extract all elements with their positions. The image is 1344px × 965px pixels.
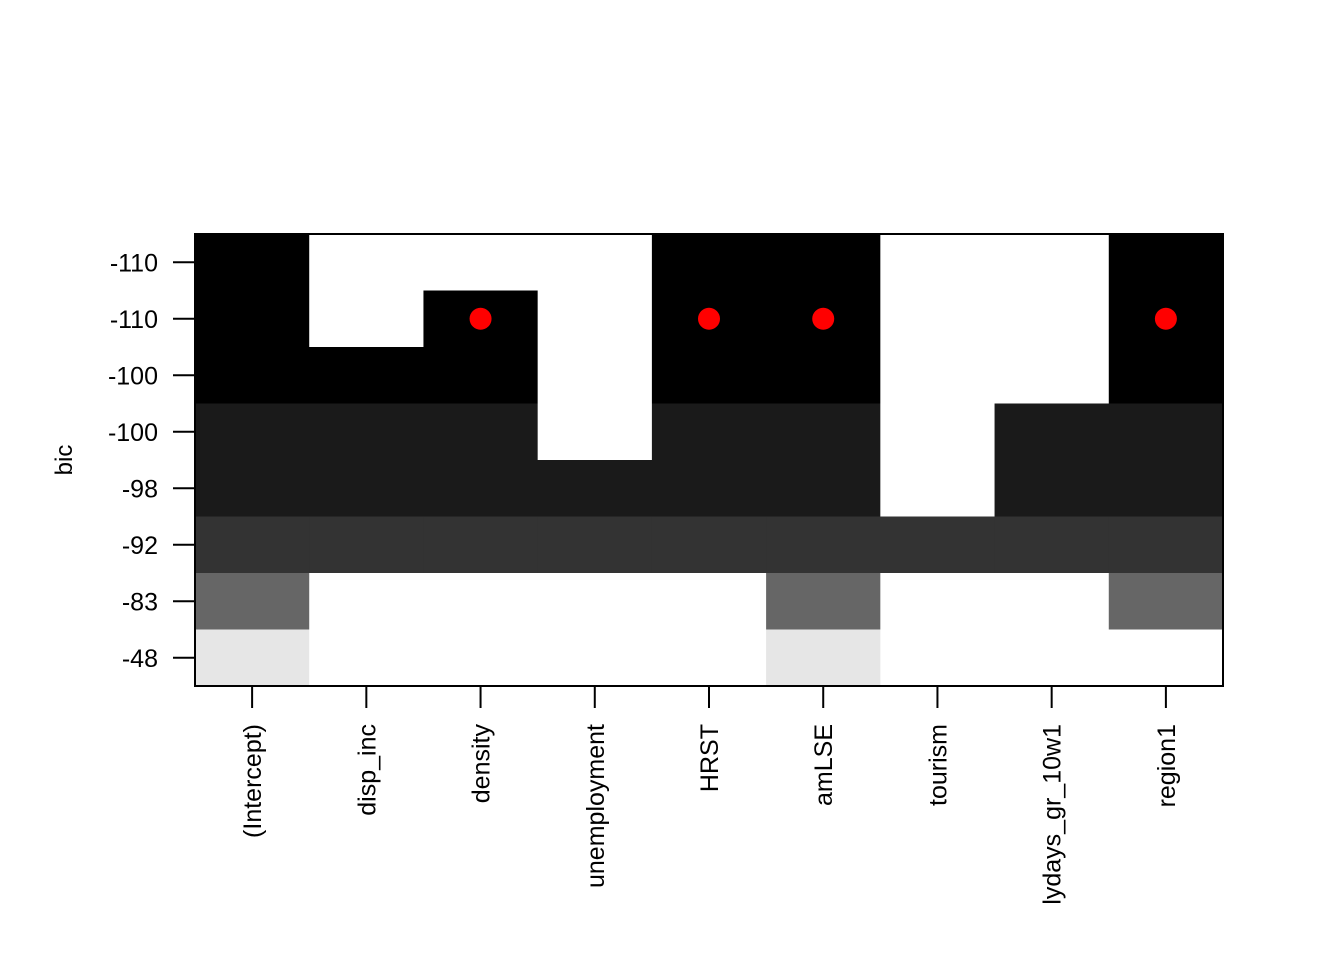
heatmap-cell-r1-c6	[880, 290, 996, 348]
heatmap-cell-r5-c4	[651, 516, 767, 574]
heatmap-cell-r1-c3	[537, 290, 653, 348]
heatmap-cell-r3-c2	[423, 403, 539, 461]
heatmap-cell-r6-c6	[880, 573, 996, 631]
heatmap-cell-r3-c0	[195, 403, 310, 461]
y-tick-label: -110	[110, 249, 158, 277]
heatmap-cell-r2-c3	[537, 347, 653, 405]
heatmap-cell-r4-c8	[1108, 460, 1224, 518]
heatmap-cell-r4-c6	[880, 460, 996, 518]
heatmap-cell-r2-c4	[651, 347, 767, 405]
x-tick-label: region1	[1153, 724, 1181, 807]
heatmap-cell-r3-c6	[880, 403, 996, 461]
x-tick-label: (Intercept)	[239, 724, 267, 838]
heatmap-cell-r7-c1	[309, 629, 425, 687]
heatmap-cell-r6-c4	[651, 573, 767, 631]
heatmap-cell-r1-c1	[309, 290, 425, 348]
heatmap-cells	[195, 234, 1224, 687]
heatmap-cell-r7-c5	[766, 629, 881, 687]
x-tick-label: unemployment	[582, 724, 610, 888]
heatmap-cell-r6-c8	[1108, 573, 1224, 631]
best-model-marker-amLSE	[812, 307, 835, 330]
heatmap-cell-r5-c6	[880, 516, 996, 574]
heatmap-cell-r2-c0	[195, 347, 310, 405]
heatmap-cell-r7-c4	[651, 629, 767, 687]
y-tick-label: -110	[110, 306, 158, 334]
heatmap-cell-r3-c8	[1108, 403, 1224, 461]
x-tick-label: density	[468, 724, 496, 804]
x-tick-label: lydays_gr_10w1	[1039, 724, 1067, 905]
heatmap-cell-r5-c7	[994, 516, 1110, 574]
y-axis: -110 -110 -100 -100 -98 -92 -83 -48	[108, 249, 195, 673]
heatmap-cell-r4-c1	[309, 460, 425, 518]
heatmap-cell-r4-c5	[766, 460, 881, 518]
x-axis: (Intercept) disp_inc density unemployment HR…	[239, 686, 1181, 905]
heatmap-cell-r6-c1	[309, 573, 425, 631]
heatmap-cell-r2-c7	[994, 347, 1110, 405]
heatmap-cell-r6-c5	[766, 573, 881, 631]
heatmap-cell-r6-c7	[994, 573, 1110, 631]
heatmap-cell-r4-c3	[537, 460, 653, 518]
heatmap-cell-r5-c2	[423, 516, 539, 574]
heatmap-cell-r5-c8	[1108, 516, 1224, 574]
heatmap-cell-r1-c0	[195, 290, 310, 348]
x-tick-label: tourism	[924, 724, 952, 806]
heatmap-cell-r7-c8	[1108, 629, 1224, 687]
heatmap-cell-r0-c4	[651, 234, 767, 292]
heatmap-cell-r4-c2	[423, 460, 539, 518]
y-tick-label: -83	[122, 588, 158, 616]
x-tick-label: HRST	[696, 724, 724, 792]
heatmap-cell-r0-c7	[994, 234, 1110, 292]
y-axis-label: bic	[51, 445, 78, 476]
heatmap-cell-r6-c2	[423, 573, 539, 631]
heatmap-cell-r7-c7	[994, 629, 1110, 687]
heatmap-cell-r7-c2	[423, 629, 539, 687]
y-tick-label: -100	[108, 419, 158, 447]
heatmap-cell-r5-c3	[537, 516, 653, 574]
heatmap-cell-r2-c1	[309, 347, 425, 405]
y-tick-label: -100	[108, 362, 158, 390]
heatmap-cell-r0-c8	[1108, 234, 1224, 292]
heatmap-cell-r4-c0	[195, 460, 310, 518]
best-model-marker-density	[469, 307, 492, 330]
heatmap-cell-r2-c8	[1108, 347, 1224, 405]
heatmap-cell-r7-c6	[880, 629, 996, 687]
heatmap-cell-r1-c7	[994, 290, 1110, 348]
heatmap-cell-r3-c5	[766, 403, 881, 461]
best-model-marker-region1	[1154, 307, 1177, 330]
heatmap-cell-r7-c0	[195, 629, 310, 687]
heatmap-cell-r0-c6	[880, 234, 996, 292]
heatmap-cell-r0-c2	[423, 234, 539, 292]
heatmap-cell-r0-c3	[537, 234, 653, 292]
y-tick-label: -92	[122, 532, 158, 560]
heatmap-cell-r4-c7	[994, 460, 1110, 518]
x-tick-label: amLSE	[810, 724, 838, 806]
heatmap-cell-r0-c5	[766, 234, 881, 292]
y-tick-label: -98	[122, 475, 158, 503]
best-model-markers	[469, 307, 1177, 330]
best-model-marker-HRST	[698, 307, 720, 330]
heatmap-cell-r0-c0	[195, 234, 310, 292]
heatmap-cell-r6-c0	[195, 573, 310, 631]
heatmap-cell-r4-c4	[651, 460, 767, 518]
heatmap-cell-r5-c0	[195, 516, 310, 574]
heatmap-cell-r3-c1	[309, 403, 425, 461]
heatmap-cell-r3-c4	[651, 403, 767, 461]
y-tick-label: -48	[122, 645, 158, 673]
heatmap-cell-r3-c7	[994, 403, 1110, 461]
heatmap-cell-r7-c3	[537, 629, 653, 687]
heatmap-cell-r3-c3	[537, 403, 653, 461]
heatmap-cell-r2-c5	[766, 347, 881, 405]
heatmap-cell-r5-c1	[309, 516, 425, 574]
heatmap-cell-r2-c6	[880, 347, 996, 405]
heatmap-cell-r2-c2	[423, 347, 539, 405]
heatmap-cell-r0-c1	[309, 234, 425, 292]
heatmap-cell-r5-c5	[766, 516, 881, 574]
heatmap-cell-r6-c3	[537, 573, 653, 631]
x-tick-label: disp_inc	[353, 724, 381, 816]
